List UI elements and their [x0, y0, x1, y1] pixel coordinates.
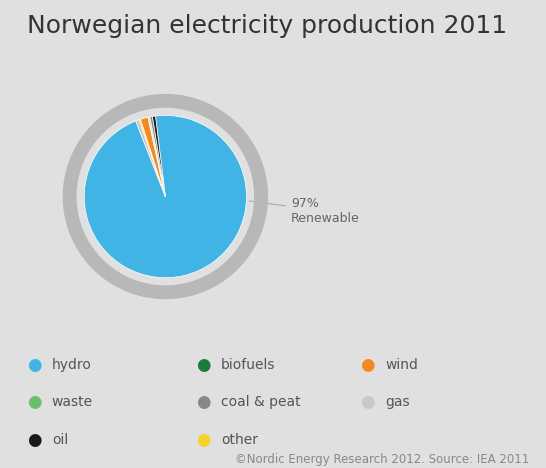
Text: gas: gas: [385, 395, 410, 410]
Text: other: other: [221, 433, 258, 447]
Text: ●: ●: [27, 394, 42, 411]
Text: 97%
Renewable: 97% Renewable: [249, 197, 360, 225]
Text: waste: waste: [52, 395, 93, 410]
Wedge shape: [139, 119, 165, 197]
Text: oil: oil: [52, 433, 68, 447]
Text: ©Nordic Energy Research 2012. Source: IEA 2011: ©Nordic Energy Research 2012. Source: IE…: [235, 453, 530, 466]
Wedge shape: [136, 120, 165, 197]
Wedge shape: [149, 117, 165, 197]
Text: coal & peat: coal & peat: [221, 395, 301, 410]
Text: biofuels: biofuels: [221, 358, 276, 372]
Text: ●: ●: [27, 431, 42, 449]
Text: ●: ●: [197, 431, 211, 449]
Wedge shape: [150, 117, 165, 197]
Text: ●: ●: [197, 356, 211, 374]
Wedge shape: [84, 116, 246, 278]
Wedge shape: [140, 117, 165, 197]
Text: ●: ●: [197, 394, 211, 411]
Text: ●: ●: [360, 356, 375, 374]
Text: Norwegian electricity production 2011: Norwegian electricity production 2011: [27, 14, 507, 38]
Wedge shape: [152, 116, 165, 197]
Wedge shape: [148, 117, 165, 197]
Text: ●: ●: [360, 394, 375, 411]
Text: hydro: hydro: [52, 358, 92, 372]
Text: wind: wind: [385, 358, 418, 372]
Text: ●: ●: [27, 356, 42, 374]
